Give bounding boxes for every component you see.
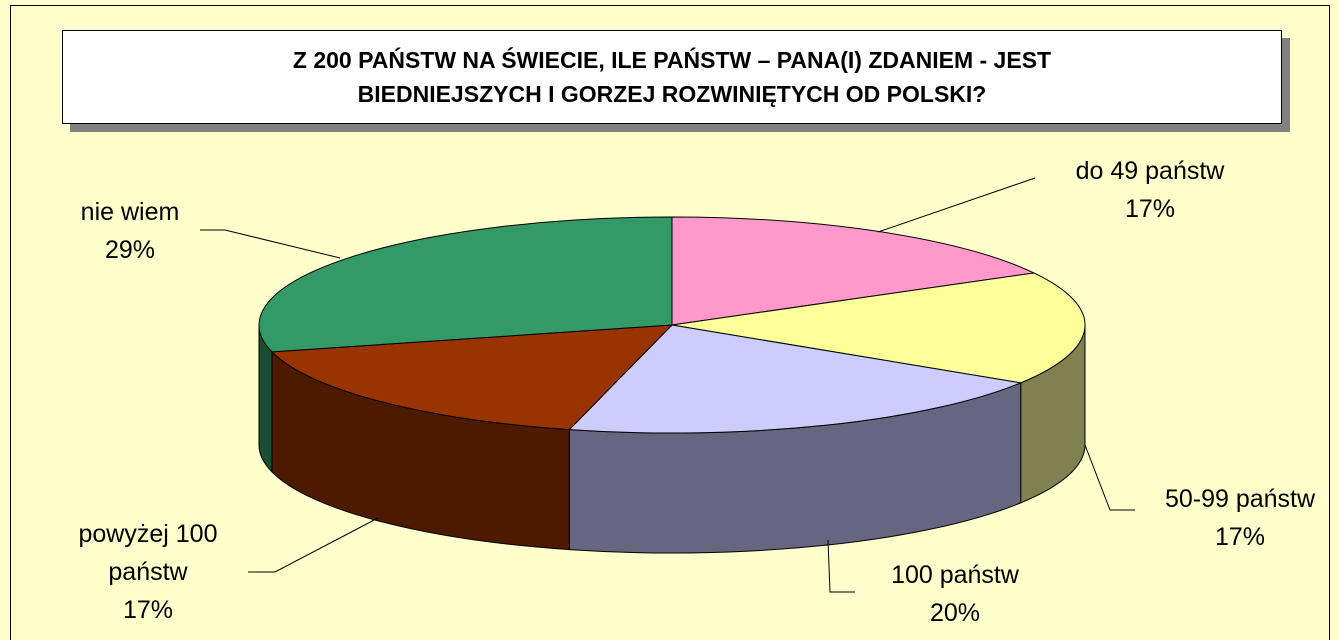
- leader-line: [877, 177, 1036, 233]
- leader-line: [827, 539, 855, 593]
- leader-line: [1084, 444, 1135, 511]
- label-name: 100 państw: [891, 561, 1019, 589]
- chart-title: Z 200 PAŃSTW NA ŚWIECIE, ILE PAŃSTW – PA…: [62, 30, 1282, 124]
- label-name: 50-99 państw: [1164, 485, 1316, 513]
- leader-line: [200, 229, 341, 259]
- data-label: nie wiem 29%: [30, 193, 230, 269]
- slice: [270, 324, 674, 431]
- slice: [671, 272, 1086, 384]
- label-value: 20%: [929, 599, 981, 627]
- data-label: 100 państw 20%: [845, 556, 1065, 632]
- label-name: do 49 państw: [1075, 157, 1225, 185]
- chart-frame: [10, 5, 1330, 640]
- data-label: do 49 państw 17%: [1020, 152, 1280, 228]
- slice: [258, 216, 673, 353]
- data-label: 50-99 państw 17%: [1130, 480, 1339, 556]
- label-value: 17%: [1214, 523, 1266, 551]
- label-value: 17%: [1124, 195, 1176, 223]
- data-label: powyżej 100 państw 17%: [48, 515, 248, 629]
- leader-line: [248, 517, 379, 573]
- label-name: nie wiem: [80, 198, 180, 226]
- slice: [671, 216, 1036, 326]
- label-value: 29%: [104, 236, 156, 264]
- label-name: powyżej 100 państw: [78, 520, 218, 586]
- slice: [568, 324, 1023, 434]
- label-value: 17%: [122, 596, 174, 624]
